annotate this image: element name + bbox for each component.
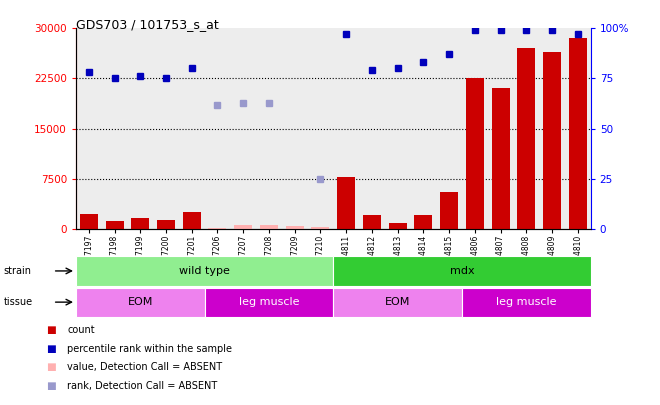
Bar [286,226,304,229]
Bar [76,28,102,229]
Text: leg muscle: leg muscle [239,297,299,307]
Bar [440,192,458,229]
Bar [256,28,282,229]
Bar [513,28,539,229]
Bar [492,88,510,229]
Text: tissue: tissue [3,297,32,307]
Text: percentile rank within the sample: percentile rank within the sample [67,344,232,354]
Text: ■: ■ [46,381,56,391]
Text: rank, Detection Call = ABSENT: rank, Detection Call = ABSENT [67,381,218,391]
Bar [106,222,123,229]
Bar [205,28,230,229]
Text: wild type: wild type [179,266,230,276]
Bar [389,223,407,229]
Bar [312,227,329,229]
Bar [466,79,484,229]
Bar [308,28,333,229]
Bar [436,28,462,229]
Text: EOM: EOM [385,297,411,307]
Bar [363,215,381,229]
Bar [414,215,432,229]
Bar [80,214,98,229]
Bar [76,256,333,286]
Text: leg muscle: leg muscle [496,297,556,307]
Text: mdx: mdx [449,266,475,276]
Bar [539,28,565,229]
Text: ■: ■ [46,362,56,372]
Bar [260,225,278,229]
Bar [179,28,205,229]
Bar [230,28,256,229]
Bar [102,28,127,229]
Bar [205,288,333,317]
Bar [333,256,591,286]
Bar [337,177,355,229]
Bar [517,48,535,229]
Text: GDS703 / 101753_s_at: GDS703 / 101753_s_at [76,18,218,31]
Bar [488,28,513,229]
Bar [76,288,205,317]
Text: strain: strain [3,266,31,276]
Bar [127,28,153,229]
Text: ■: ■ [46,344,56,354]
Bar [333,28,359,229]
Text: ■: ■ [46,325,56,335]
Bar [183,212,201,229]
Bar [157,220,175,229]
Bar [462,288,591,317]
Bar [333,288,462,317]
Bar [569,38,587,229]
Bar [543,52,561,229]
Bar [462,28,488,229]
Bar [565,28,591,229]
Bar [411,28,436,229]
Bar [131,218,149,229]
Bar [385,28,411,229]
Bar [359,28,385,229]
Bar [234,226,252,229]
Bar [153,28,179,229]
Bar [282,28,308,229]
Text: count: count [67,325,95,335]
Text: EOM: EOM [127,297,153,307]
Bar [209,228,226,229]
Text: value, Detection Call = ABSENT: value, Detection Call = ABSENT [67,362,222,372]
